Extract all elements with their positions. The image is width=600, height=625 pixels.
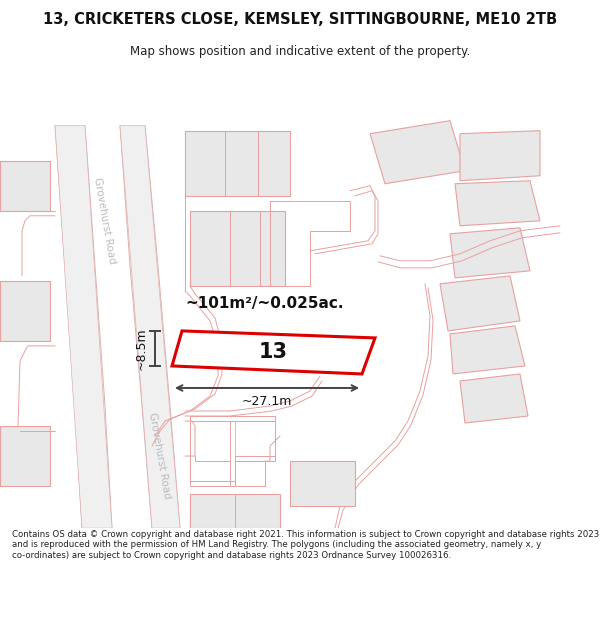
Polygon shape xyxy=(190,494,280,528)
Polygon shape xyxy=(0,161,50,211)
Text: Grovehurst Road: Grovehurst Road xyxy=(92,177,118,265)
Text: Grovehurst Road: Grovehurst Road xyxy=(148,412,173,500)
Text: ~8.5m: ~8.5m xyxy=(134,327,148,370)
Text: Contains OS data © Crown copyright and database right 2021. This information is : Contains OS data © Crown copyright and d… xyxy=(12,530,599,560)
Polygon shape xyxy=(370,121,465,184)
Text: 13: 13 xyxy=(258,342,287,362)
Polygon shape xyxy=(290,461,355,506)
Text: Map shows position and indicative extent of the property.: Map shows position and indicative extent… xyxy=(130,45,470,58)
Polygon shape xyxy=(455,181,540,226)
Polygon shape xyxy=(185,131,290,196)
Polygon shape xyxy=(0,426,50,486)
Polygon shape xyxy=(450,228,530,278)
Polygon shape xyxy=(460,131,540,181)
Text: ~101m²/~0.025ac.: ~101m²/~0.025ac. xyxy=(185,296,343,311)
Polygon shape xyxy=(0,281,50,341)
Polygon shape xyxy=(55,126,112,528)
Text: 13, CRICKETERS CLOSE, KEMSLEY, SITTINGBOURNE, ME10 2TB: 13, CRICKETERS CLOSE, KEMSLEY, SITTINGBO… xyxy=(43,12,557,27)
Polygon shape xyxy=(440,276,520,331)
Polygon shape xyxy=(450,326,525,374)
Polygon shape xyxy=(120,126,180,528)
Polygon shape xyxy=(460,374,528,423)
Polygon shape xyxy=(172,331,375,374)
Text: ~27.1m: ~27.1m xyxy=(242,396,292,409)
Polygon shape xyxy=(190,211,285,286)
